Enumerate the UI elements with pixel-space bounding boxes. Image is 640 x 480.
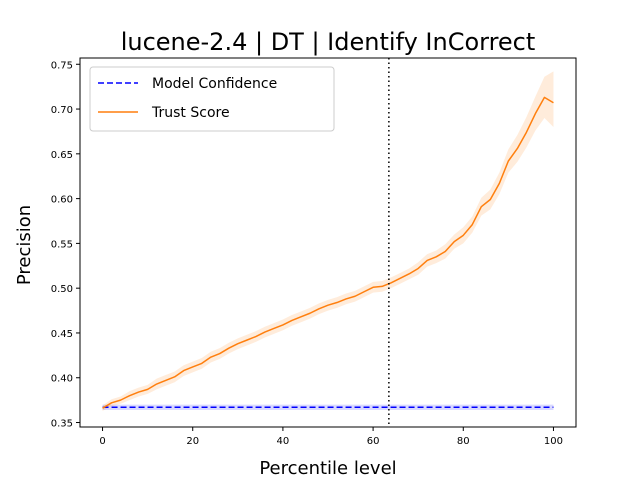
series-band-1 <box>102 71 554 411</box>
y-tick-label-6: 0.65 <box>51 150 73 161</box>
y-tick-label-3: 0.50 <box>51 284 73 295</box>
legend-label-0: Model Confidence <box>152 76 277 92</box>
legend: Model Confidence Trust Score <box>89 66 335 132</box>
series-line-1 <box>102 96 554 409</box>
y-tick-label-1: 0.40 <box>51 374 73 385</box>
plot-area <box>102 58 554 427</box>
x-tick-label-5: 100 <box>544 436 563 447</box>
y-axis-title: Precision <box>14 205 35 285</box>
y-tick-label-0: 0.35 <box>51 419 73 430</box>
y-tick-label-5: 0.60 <box>51 195 73 206</box>
legend-box <box>89 66 335 132</box>
legend-label-1: Trust Score <box>151 105 230 121</box>
y-tick-label-8: 0.75 <box>51 60 73 71</box>
x-tick-label-1: 20 <box>186 436 199 447</box>
x-tick-label-0: 0 <box>99 436 105 447</box>
x-tick-label-4: 80 <box>457 436 470 447</box>
x-axis-title: Percentile level <box>259 458 396 479</box>
y-tick-label-2: 0.45 <box>51 329 73 340</box>
y-tick-label-7: 0.70 <box>51 105 73 116</box>
axes: 0 20 40 60 80 100 0.35 0.40 0.45 0.50 0.55 0.60 0.65… <box>51 57 577 447</box>
x-tick-label-2: 40 <box>277 436 290 447</box>
y-tick-label-4: 0.55 <box>51 239 73 250</box>
x-tick-label-3: 60 <box>367 436 380 447</box>
chart-title: lucene-2.4 | DT | Identify InCorrect <box>121 28 536 56</box>
axes-frame <box>79 57 577 428</box>
